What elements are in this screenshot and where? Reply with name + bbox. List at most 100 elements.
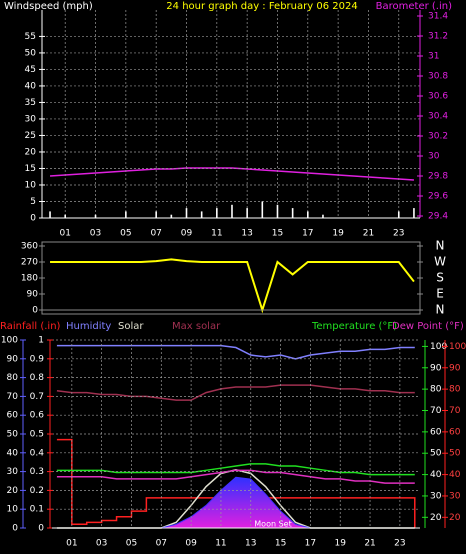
y-tick-label: N	[436, 303, 445, 317]
legend-label: Temperature (°F)	[311, 321, 397, 332]
wind-bar	[64, 214, 66, 218]
chart-title: 24 hour graph day : February 06 2024	[166, 1, 357, 12]
y-tick-label: 30	[25, 114, 37, 124]
y-tick-label: 20	[430, 513, 442, 523]
wind-bar	[170, 214, 173, 218]
x-tick-label: 05	[120, 229, 131, 239]
legend-label: Humidity	[66, 321, 111, 332]
legend-label: Max solar	[172, 321, 221, 332]
series-line	[50, 258, 415, 314]
y-tick-label: 15	[25, 164, 36, 174]
x-tick-label: 01	[59, 229, 70, 239]
y-tick-label: 0.8	[30, 373, 45, 383]
wind-bar	[231, 204, 233, 218]
y-tick-label: 0	[38, 524, 44, 534]
y-tick-label: 30	[430, 491, 442, 501]
wind-bar	[125, 211, 127, 218]
y-tick-label: 70	[7, 392, 19, 402]
wind-bar	[49, 211, 51, 218]
y-tick-label: 0.2	[30, 486, 44, 496]
y-tick-label: 0.3	[30, 467, 44, 477]
y-tick-label: 80	[449, 385, 461, 395]
y-tick-label: 80	[7, 373, 19, 383]
wind-bar	[276, 204, 279, 218]
wind-bar	[397, 211, 400, 218]
y-tick-label: 90	[449, 363, 461, 373]
series-line	[56, 463, 415, 476]
y-tick-label: 0	[12, 524, 18, 534]
y-tick-label: 100	[449, 342, 466, 352]
y-tick-label: 100	[430, 342, 447, 352]
y-tick-label: 1	[38, 336, 44, 346]
y-tick-label: 50	[449, 449, 461, 459]
y-tick-label: 60	[430, 427, 442, 437]
y-tick-label: 0.7	[30, 392, 44, 402]
y-tick-label: 0.9	[30, 354, 45, 364]
wind-bar	[94, 214, 97, 218]
y-tick-label: 10	[7, 505, 19, 515]
y-tick-label: S	[436, 271, 444, 285]
x-tick-label: 07	[156, 539, 167, 549]
wind-bar	[155, 211, 157, 218]
x-tick-label: 19	[335, 539, 347, 549]
y-tick-label: N	[436, 239, 445, 253]
y-tick-label: W	[434, 255, 446, 269]
y-tick-label: 80	[430, 385, 442, 395]
y-tick-label: 35	[25, 98, 36, 108]
wind-bar	[306, 211, 309, 218]
legend-label: Rainfall (.in)	[0, 321, 61, 332]
x-tick-label: 13	[241, 229, 252, 239]
x-tick-label: 01	[66, 539, 77, 549]
wind-label: Windspeed (mph)	[4, 1, 93, 12]
x-tick-label: 15	[272, 229, 283, 239]
y-tick-label: 70	[449, 406, 461, 416]
x-tick-label: 09	[185, 539, 197, 549]
wind-bar	[291, 208, 294, 218]
y-tick-label: 45	[25, 65, 36, 75]
series-line	[49, 167, 414, 181]
y-tick-label: 30.6	[428, 92, 448, 102]
y-tick-label: 20	[7, 486, 19, 496]
y-tick-label: 55	[25, 32, 36, 42]
y-tick-label: 60	[449, 427, 461, 437]
y-tick-label: 270	[21, 258, 38, 268]
x-tick-label: 11	[211, 229, 222, 239]
x-tick-label: 21	[363, 229, 374, 239]
series-line	[56, 469, 415, 484]
x-tick-label: 23	[394, 539, 405, 549]
y-tick-label: 90	[430, 363, 442, 373]
x-tick-label: 03	[90, 229, 101, 239]
y-tick-label: 90	[27, 290, 39, 300]
y-tick-label: 30.4	[428, 112, 448, 122]
x-tick-label: 19	[332, 229, 344, 239]
y-tick-label: 100	[1, 336, 18, 346]
y-tick-label: 70	[430, 406, 442, 416]
series-line	[56, 384, 415, 401]
y-tick-label: 40	[430, 470, 442, 480]
y-tick-label: 5	[30, 197, 36, 207]
y-tick-label: 30	[449, 491, 461, 501]
legend-label: Dew Point (°F)	[392, 321, 464, 332]
y-tick-label: 0.5	[30, 430, 44, 440]
y-tick-label: 50	[25, 48, 37, 58]
y-tick-label: 40	[449, 470, 461, 480]
moon-set: Moon Set	[254, 520, 291, 529]
wind-bar	[413, 208, 415, 218]
y-tick-label: 29.8	[428, 172, 448, 182]
series-line	[56, 438, 416, 528]
x-tick-label: 17	[302, 229, 313, 239]
y-tick-label: 360	[21, 242, 38, 252]
wind-bar	[246, 208, 248, 218]
y-tick-label: 60	[7, 411, 19, 421]
x-tick-label: 05	[126, 539, 137, 549]
x-tick-label: 09	[181, 229, 193, 239]
y-tick-label: 50	[7, 430, 19, 440]
x-tick-label: 07	[150, 229, 161, 239]
x-tick-label: 17	[305, 539, 316, 549]
wind-bar	[185, 208, 188, 218]
y-tick-label: 0	[32, 306, 38, 316]
x-tick-label: 15	[275, 539, 286, 549]
x-tick-label: 13	[245, 539, 256, 549]
y-tick-label: E	[436, 287, 444, 301]
